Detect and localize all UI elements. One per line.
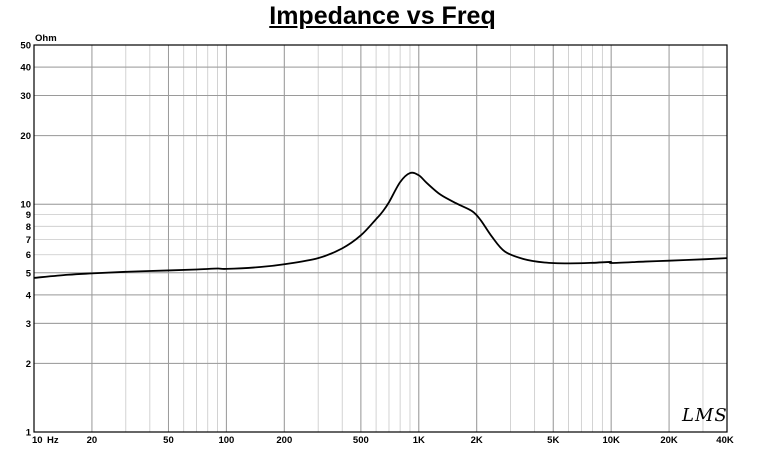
x-tick-label: 5K bbox=[547, 435, 559, 446]
y-tick-label: 3 bbox=[26, 319, 31, 330]
x-tick-labels: 10 20 50 100 200 500 1K 2K 5K 10K 20K 40K bbox=[32, 435, 734, 446]
lms-watermark: LMS bbox=[682, 405, 728, 426]
x-tick-label: 10 bbox=[32, 435, 43, 446]
x-tick-label: 40K bbox=[716, 435, 734, 446]
chart-title: Impedance vs Freq bbox=[269, 2, 496, 30]
grid-major bbox=[33, 44, 728, 433]
x-tick-label: 10K bbox=[602, 435, 620, 446]
grid-minor bbox=[33, 44, 728, 433]
y-tick-label: 4 bbox=[26, 290, 32, 301]
plot-frame bbox=[33, 44, 728, 433]
y-tick-label: 50 bbox=[20, 41, 31, 52]
y-axis-unit: Ohm bbox=[35, 33, 57, 44]
x-tick-label: 20K bbox=[660, 435, 678, 446]
y-tick-label: 8 bbox=[26, 222, 31, 233]
x-tick-label: 500 bbox=[353, 435, 369, 446]
y-tick-label: 30 bbox=[20, 91, 31, 102]
y-tick-label: 20 bbox=[20, 131, 31, 142]
x-tick-label: 200 bbox=[276, 435, 292, 446]
x-tick-label: 1K bbox=[413, 435, 425, 446]
y-tick-label: 7 bbox=[26, 235, 31, 246]
x-tick-label: 20 bbox=[87, 435, 98, 446]
x-tick-label: 2K bbox=[471, 435, 483, 446]
y-tick-label: 40 bbox=[20, 63, 31, 74]
y-tick-label: 2 bbox=[26, 359, 31, 370]
y-tick-label: 5 bbox=[26, 268, 32, 279]
x-tick-label: 100 bbox=[218, 435, 234, 446]
y-tick-label: 9 bbox=[26, 210, 31, 221]
y-tick-label: 1 bbox=[26, 428, 32, 439]
y-tick-label: 10 bbox=[20, 200, 31, 211]
x-axis-unit: Hz bbox=[47, 435, 59, 446]
y-tick-label: 6 bbox=[26, 250, 31, 261]
curve-layer bbox=[33, 171, 728, 279]
impedance-curve-0 bbox=[33, 171, 728, 279]
x-tick-label: 50 bbox=[163, 435, 174, 446]
